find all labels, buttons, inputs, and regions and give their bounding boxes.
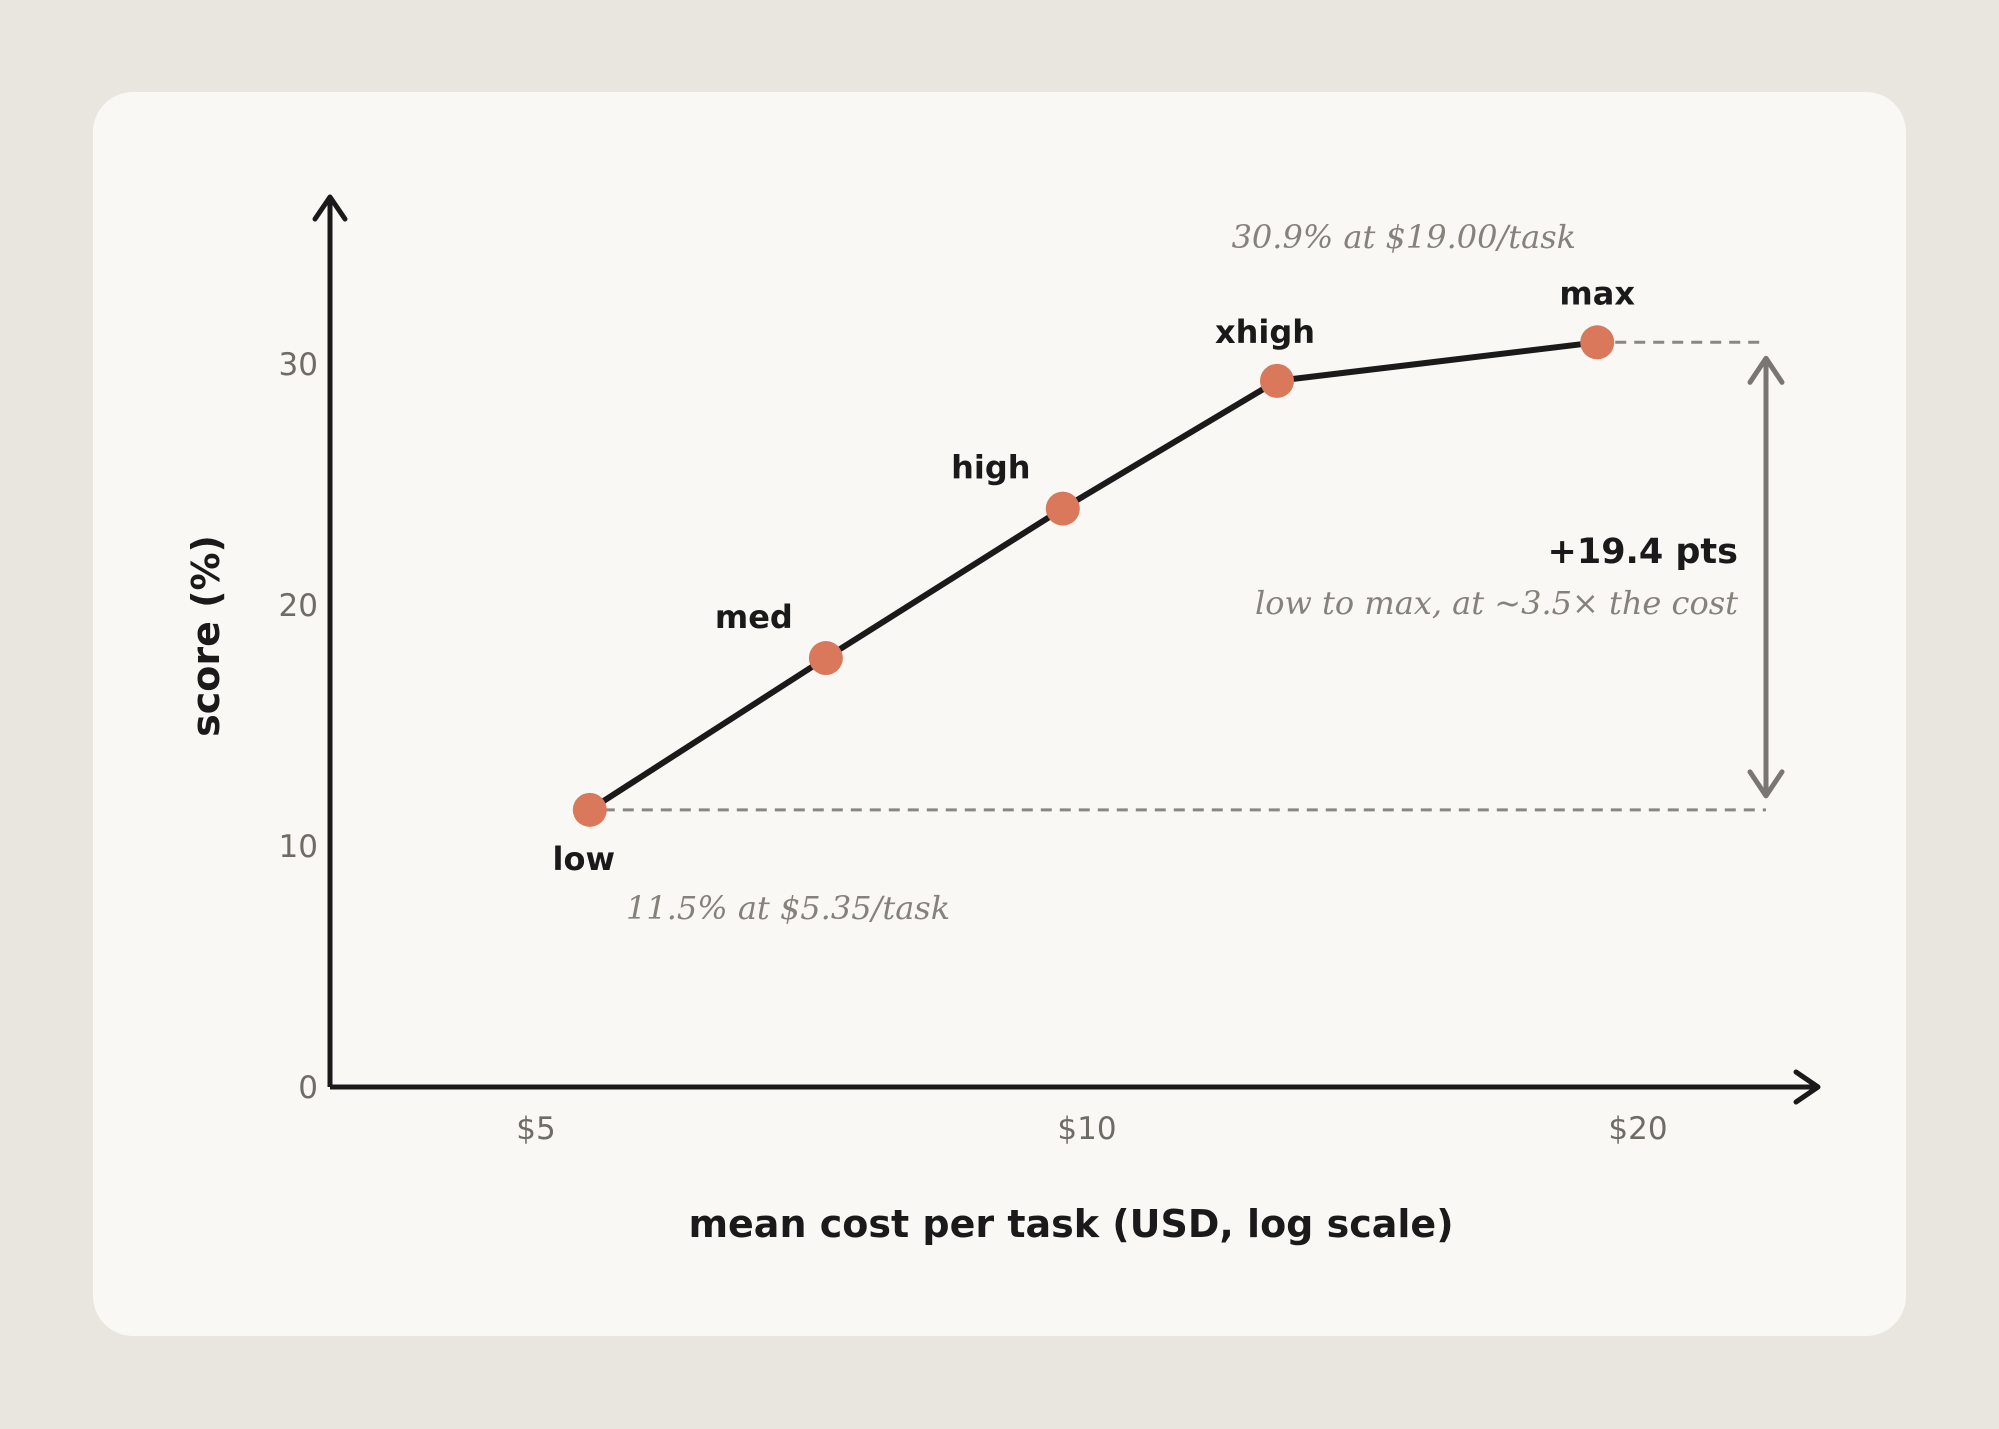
y-axis-arrowhead xyxy=(312,194,348,222)
y-tick-label: 0 xyxy=(298,1070,318,1106)
data-point-xhigh xyxy=(1260,363,1295,398)
delta-bracket-arrow-bottom xyxy=(1747,769,1785,799)
y-tick-label: 20 xyxy=(279,588,318,624)
max-note: 30.9% at $19.00/task xyxy=(1232,218,1576,256)
low-note: 11.5% at $5.35/task xyxy=(626,889,950,927)
point-label-max: max xyxy=(1559,274,1635,312)
x-axis-arrowhead xyxy=(1793,1069,1821,1105)
y-axis-title: score (%) xyxy=(184,535,228,737)
axes xyxy=(312,194,1821,1105)
data-points xyxy=(572,325,1615,827)
point-label-high: high xyxy=(951,449,1030,487)
series-polyline xyxy=(588,339,1598,813)
data-point-high xyxy=(1045,491,1080,526)
delta-note: low to max, at ~3.5× the cost xyxy=(1255,584,1738,622)
point-label-low: low xyxy=(553,840,616,878)
chart-texts: 0 10 20 30 $5 $10 $20 mean cost per task (USD, … xyxy=(184,218,1738,1246)
y-tick-label: 10 xyxy=(279,829,318,865)
series-line xyxy=(588,339,1598,813)
x-tick-label: $20 xyxy=(1608,1111,1667,1147)
x-tick-label: $5 xyxy=(516,1111,555,1147)
guides xyxy=(603,340,1785,812)
data-point-max xyxy=(1580,325,1615,360)
point-label-xhigh: xhigh xyxy=(1215,313,1315,351)
chart-card xyxy=(93,92,1906,1336)
x-axis-title: mean cost per task (USD, log scale) xyxy=(688,1202,1453,1246)
data-point-med xyxy=(808,641,843,676)
x-tick-label: $10 xyxy=(1057,1111,1116,1147)
data-point-low xyxy=(572,792,607,827)
delta-value: +19.4 pts xyxy=(1548,532,1738,572)
y-tick-label: 30 xyxy=(279,347,318,383)
delta-bracket-arrow-top xyxy=(1747,355,1785,385)
point-label-med: med xyxy=(715,598,793,636)
